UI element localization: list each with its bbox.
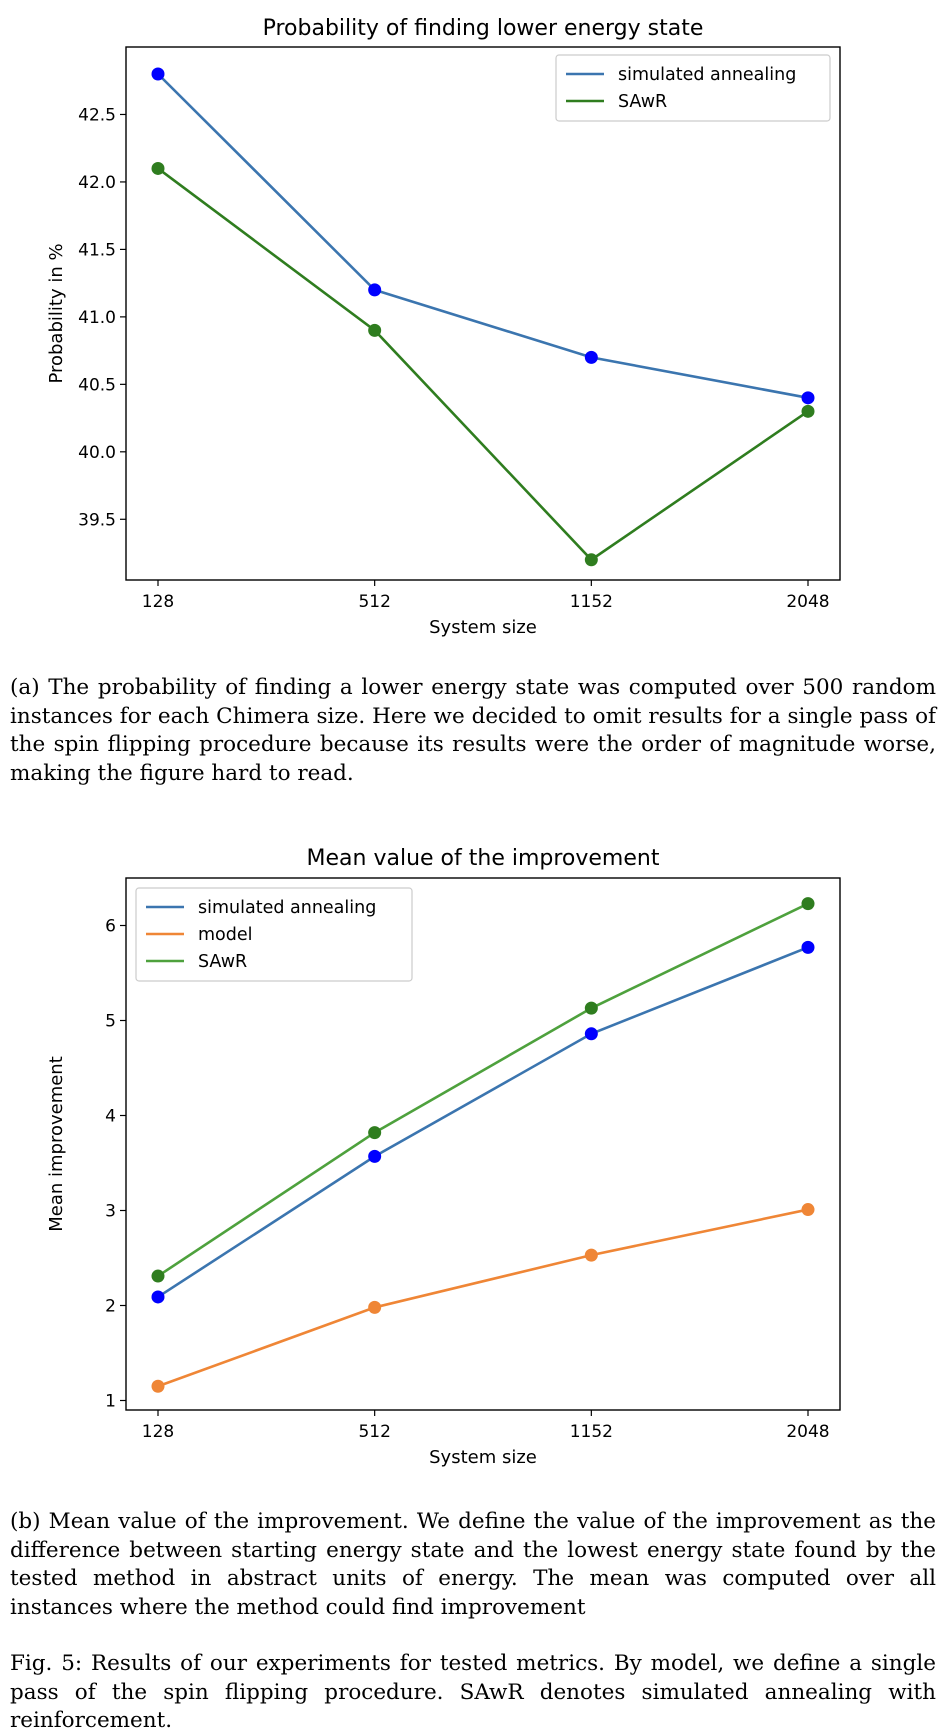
chart-mean-improvement-svg: Mean value of the improvement 1 2 3 4 5 6 128 51… [46,846,841,1468]
legend-label: simulated annealing [198,898,376,918]
y-tick-label: 2 [105,1297,116,1317]
data-point-simulated-annealing [368,1149,382,1163]
chart-probability: Probability of finding lower energy stat… [0,0,946,650]
series-line-sawr [157,902,809,1278]
y-tick-label: 42.0 [78,173,116,193]
y-tick-label: 42.5 [78,105,116,125]
data-point-sawr [368,323,382,337]
y-tick-label: 5 [105,1012,116,1032]
x-axis-label: System size [429,617,537,638]
x-tick-label: 512 [358,1422,390,1442]
y-tick-label: 40.0 [78,443,116,463]
data-point-simulated-annealing [801,391,815,405]
data-point-sawr [801,897,815,911]
data-point-simulated-annealing [151,67,165,81]
legend-label: SAwR [198,952,247,972]
y-tick-label: 39.5 [78,510,116,530]
data-point-sawr [151,1269,165,1283]
data-point-simulated-annealing [368,283,382,297]
caption-a: (a) The probability of finding a lower e… [10,675,936,786]
x-tick-label: 128 [142,1422,174,1442]
data-point-sawr [151,161,165,175]
legend-label: model [198,925,253,945]
data-point-sawr [801,404,815,418]
series-line-simulated-annealing [157,73,809,400]
legend-label: SAwR [618,92,667,112]
plot-frame [125,46,841,581]
chart-probability-svg: Probability of finding lower energy stat… [46,16,841,638]
chart-title: Probability of finding lower energy stat… [263,16,704,41]
data-point-simulated-annealing [801,940,815,954]
data-point-model [801,1203,815,1217]
y-axis-label: Probability in % [46,243,67,383]
plot-frame [125,877,841,1411]
x-tick-label: 2048 [786,592,829,612]
data-point-sawr [368,1126,382,1140]
series-line-simulated-annealing [157,946,809,1299]
y-tick-label: 6 [105,917,116,937]
series-line-model [157,1208,809,1388]
x-tick-label: 128 [142,592,174,612]
x-tick-label: 1152 [570,1422,613,1442]
data-point-sawr [584,553,598,567]
legend-box [135,887,413,982]
y-tick-label: 3 [105,1202,116,1222]
data-point-sawr [584,1001,598,1015]
data-point-model [151,1379,165,1393]
y-tick-label: 40.5 [78,375,116,395]
y-tick-label: 1 [105,1392,116,1412]
y-tick-label: 4 [105,1107,116,1127]
series-line-sawr [157,167,809,562]
chart-title: Mean value of the improvement [307,846,660,871]
legend-label: simulated annealing [618,65,796,85]
y-axis-label: Mean improvement [46,1056,67,1232]
data-point-simulated-annealing [151,1290,165,1304]
data-point-model [584,1248,598,1262]
x-tick-label: 512 [358,592,390,612]
x-axis-label: System size [429,1447,537,1468]
caption-b: (b) Mean value of the improvement. We de… [10,1509,936,1620]
figure-caption: Fig. 5: Results of our experiments for t… [10,1651,936,1733]
data-point-simulated-annealing [584,1027,598,1041]
legend-box [555,54,831,122]
x-tick-label: 1152 [570,592,613,612]
y-tick-label: 41.5 [78,240,116,260]
chart-mean-improvement: Mean value of the improvement 1 2 3 4 5 6 128 51… [0,830,946,1490]
data-point-simulated-annealing [584,350,598,364]
y-tick-label: 41.0 [78,308,116,328]
x-tick-label: 2048 [786,1422,829,1442]
data-point-model [368,1300,382,1314]
